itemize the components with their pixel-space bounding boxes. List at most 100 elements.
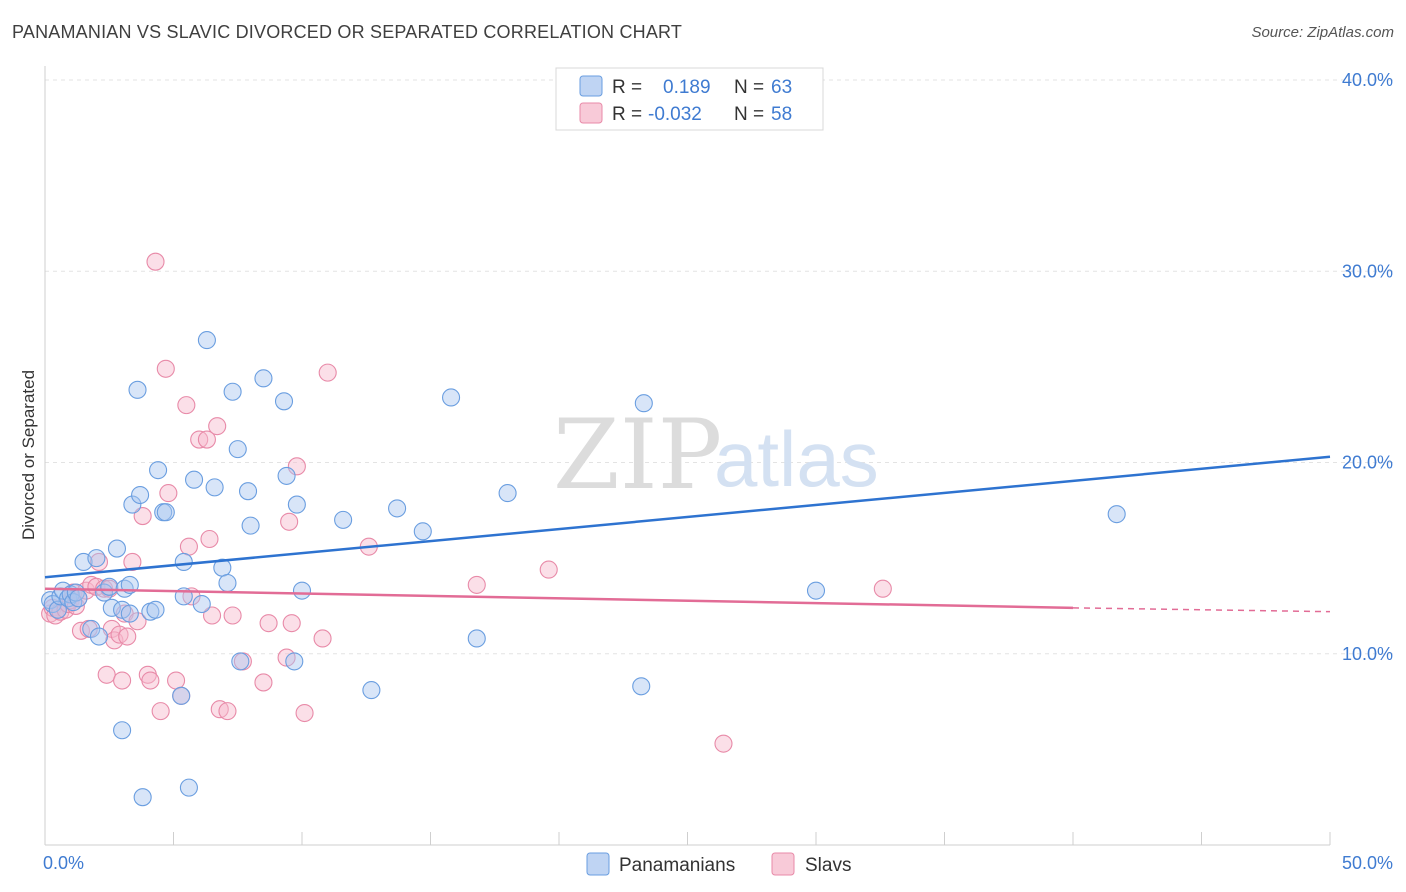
slav-point xyxy=(197,430,216,449)
legend-n-value-1: 63 xyxy=(771,77,792,98)
x-axis-ticks xyxy=(44,832,1331,845)
panamanian-point xyxy=(146,600,165,619)
panamanian-point xyxy=(292,581,312,600)
y-axis-title: Divorced or Separated xyxy=(19,370,38,540)
slav-point xyxy=(714,734,733,753)
panamanian-point xyxy=(218,573,237,593)
bottom-legend-label-slavs: Slavs xyxy=(805,855,851,876)
panamanian-point xyxy=(806,581,826,600)
panamanian-point xyxy=(149,461,168,480)
slav-point xyxy=(210,700,229,719)
watermark-atlas: atlas xyxy=(714,415,879,503)
slav-point xyxy=(467,575,486,594)
legend-swatch-slavs xyxy=(579,102,603,124)
slav-point xyxy=(873,579,892,598)
y-tick-label: 40.0% xyxy=(1342,70,1393,90)
slav-point xyxy=(280,512,299,531)
panamanian-point xyxy=(231,652,250,671)
slav-point xyxy=(208,417,227,436)
panamanian-point xyxy=(185,470,204,489)
panamanian-point xyxy=(120,604,139,623)
panamanian-point xyxy=(205,478,224,497)
slav-point xyxy=(141,671,160,690)
series-legend: Panamanians Slavs xyxy=(586,852,851,876)
watermark-zip: ZIP xyxy=(553,399,722,511)
panamanian-point xyxy=(223,382,242,401)
y-tick-label: 20.0% xyxy=(1342,453,1393,473)
legend-r-value-2: -0.032 xyxy=(648,104,702,125)
panamanian-point xyxy=(362,681,381,700)
slav-point xyxy=(203,606,222,625)
panamanian-point xyxy=(107,539,127,558)
legend-n-label-2: N = xyxy=(734,104,764,125)
panamanian-point xyxy=(172,686,191,705)
slav-point xyxy=(177,396,196,415)
slav-point xyxy=(110,625,129,644)
panamanian-point xyxy=(1107,505,1126,524)
legend-n-value-2: 58 xyxy=(771,104,792,125)
panamanian-point xyxy=(192,594,211,614)
slav-point xyxy=(295,703,314,723)
panamanian-point xyxy=(254,369,273,388)
trend-line-slavs xyxy=(44,587,1074,610)
panamanian-point xyxy=(174,552,193,572)
panamanian-point xyxy=(241,516,260,535)
slav-point xyxy=(218,702,237,721)
panamanian-point xyxy=(287,495,306,514)
chart-title: PANAMANIAN VS SLAVIC DIVORCED OR SEPARAT… xyxy=(12,22,683,42)
slav-point xyxy=(128,612,147,631)
slav-point xyxy=(179,537,198,556)
legend-n-label-1: N = xyxy=(734,77,764,98)
slav-point xyxy=(167,671,186,690)
x-tick-label-max: 50.0% xyxy=(1342,853,1393,873)
panamanian-point xyxy=(634,394,653,413)
panamanian-point xyxy=(156,503,175,522)
correlation-legend: R = 0.189 N = 63 R = -0.032 N = 58 xyxy=(555,67,824,131)
slav-point xyxy=(156,359,175,378)
slav-point xyxy=(190,430,209,449)
y-tick-label: 30.0% xyxy=(1342,261,1393,281)
panamanian-point xyxy=(128,380,147,399)
slav-point xyxy=(259,614,278,633)
slav-point xyxy=(113,671,132,690)
trend-line-panamanians xyxy=(44,455,1331,579)
panamanian-point xyxy=(87,549,106,568)
panamanian-point xyxy=(69,589,88,608)
slav-point xyxy=(254,673,273,692)
panamanian-point xyxy=(334,510,353,529)
bottom-legend-swatch-slavs xyxy=(771,852,795,876)
legend-swatch-panamanians xyxy=(579,75,603,97)
trend-lines xyxy=(44,455,1331,613)
series-panamanians-points xyxy=(41,331,1126,807)
panamanian-point xyxy=(89,627,109,646)
x-tick-label-min: 0.0% xyxy=(43,853,84,873)
panamanian-point xyxy=(100,577,119,596)
panamanian-point xyxy=(197,331,216,350)
slav-point xyxy=(313,629,332,648)
panamanian-point xyxy=(131,485,150,505)
panamanian-point xyxy=(285,652,304,671)
panamanian-point xyxy=(95,583,114,602)
panamanian-point xyxy=(238,482,258,501)
bottom-legend-label-panamanians: Panamanians xyxy=(619,855,735,876)
legend-r-label-1: R = xyxy=(612,77,642,98)
panamanian-point xyxy=(48,600,67,619)
slav-point xyxy=(146,252,165,271)
panamanian-point xyxy=(442,388,461,407)
y-tick-label: 10.0% xyxy=(1342,644,1393,664)
panamanian-point xyxy=(413,522,432,541)
panamanian-point xyxy=(498,484,517,503)
panamanian-point xyxy=(113,721,132,740)
slav-point xyxy=(151,702,170,721)
slav-point xyxy=(97,665,116,684)
panamanian-point xyxy=(274,392,294,411)
bottom-legend-swatch-panamanians xyxy=(586,852,610,876)
slav-point xyxy=(118,627,137,646)
trend-line-slavs-extension xyxy=(1072,607,1331,613)
panamanian-point xyxy=(467,629,486,648)
slav-point xyxy=(159,484,178,503)
slav-point xyxy=(123,552,142,572)
panamanian-point xyxy=(388,499,407,518)
panamanian-point xyxy=(123,495,142,514)
chart-source: Source: ZipAtlas.com xyxy=(1251,24,1394,41)
